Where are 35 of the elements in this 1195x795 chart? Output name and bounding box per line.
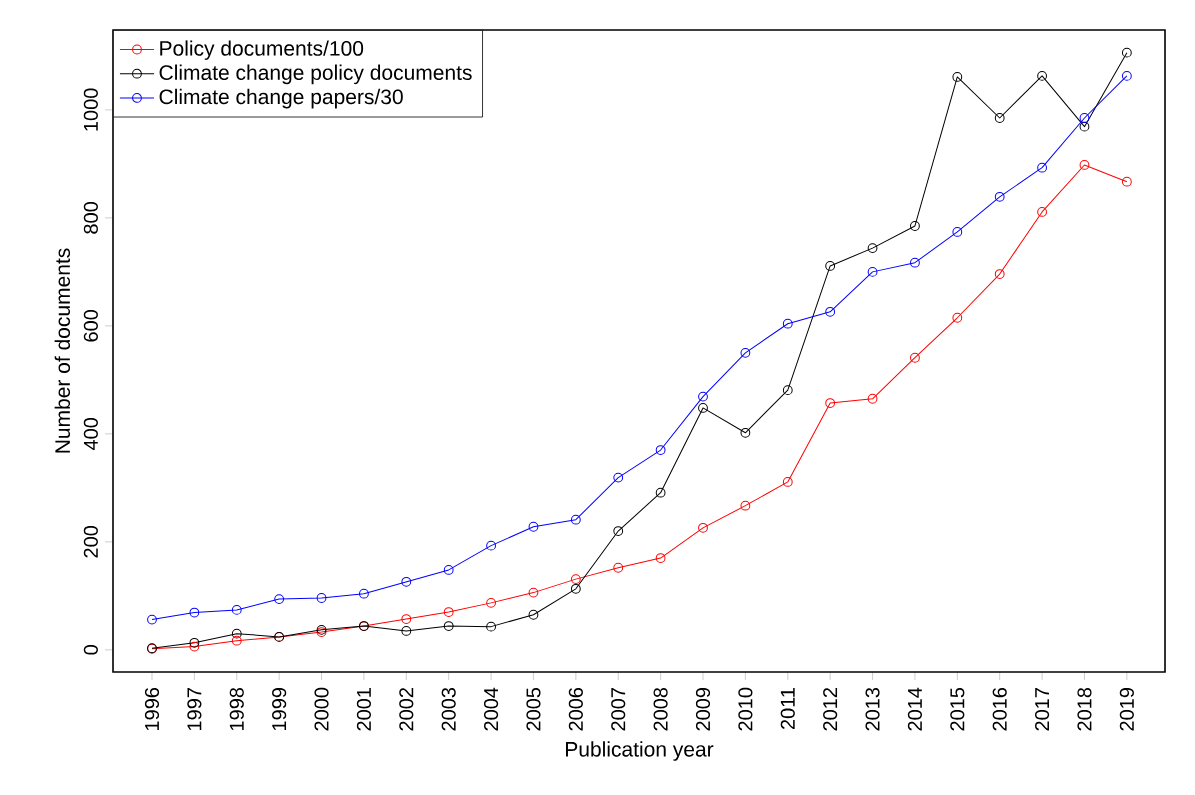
x-tick-label: 2007 bbox=[611, 688, 626, 731]
x-tick-label: 2015 bbox=[950, 687, 965, 731]
x-tick-label: 2009 bbox=[695, 687, 711, 731]
x-tick-label: 2016 bbox=[992, 687, 1007, 731]
x-tick-label: 2003 bbox=[441, 687, 456, 731]
x-tick-label: 2019 bbox=[1119, 687, 1134, 731]
x-tick-label: 2008 bbox=[653, 687, 668, 731]
x-tick-label: 2004 bbox=[484, 687, 499, 731]
x-tick-label: 2002 bbox=[399, 688, 414, 731]
y-tick-label: 800 bbox=[83, 201, 98, 234]
x-tick-label: 1999 bbox=[272, 687, 287, 731]
y-tick-label: 1000 bbox=[83, 88, 98, 131]
x-tick-label: 2005 bbox=[526, 687, 541, 731]
x-tick-label: 2001 bbox=[356, 688, 371, 731]
y-tick-label: 400 bbox=[83, 417, 98, 451]
legend-label: Policy documents/100 bbox=[160, 40, 364, 60]
y-tick-label: 200 bbox=[83, 525, 98, 558]
x-tick-label: 2006 bbox=[568, 687, 583, 731]
x-tick-label: 2010 bbox=[738, 687, 753, 731]
x-tick-label: 2018 bbox=[1077, 687, 1092, 731]
legend-label: Climate change papers/30 bbox=[159, 88, 403, 109]
x-tick-label: 2013 bbox=[865, 687, 880, 731]
x-tick-label: 2011 bbox=[780, 688, 795, 730]
y-tick-label: 0 bbox=[83, 645, 98, 655]
y-tick-label: 600 bbox=[83, 309, 98, 342]
x-tick-label: 1998 bbox=[229, 687, 244, 731]
x-tick-label: 2000 bbox=[314, 687, 329, 731]
x-tick-label: 2014 bbox=[907, 687, 923, 731]
x-axis-title: Publication year bbox=[566, 741, 714, 761]
x-tick-label: 2012 bbox=[823, 688, 838, 731]
x-tick-label: 2017 bbox=[1035, 688, 1050, 731]
x-tick-label: 1997 bbox=[187, 688, 202, 731]
y-axis-title: Number of documents bbox=[54, 248, 71, 453]
legend-label: Climate change policy documents bbox=[159, 64, 472, 85]
x-tick-label: 1996 bbox=[144, 687, 160, 731]
